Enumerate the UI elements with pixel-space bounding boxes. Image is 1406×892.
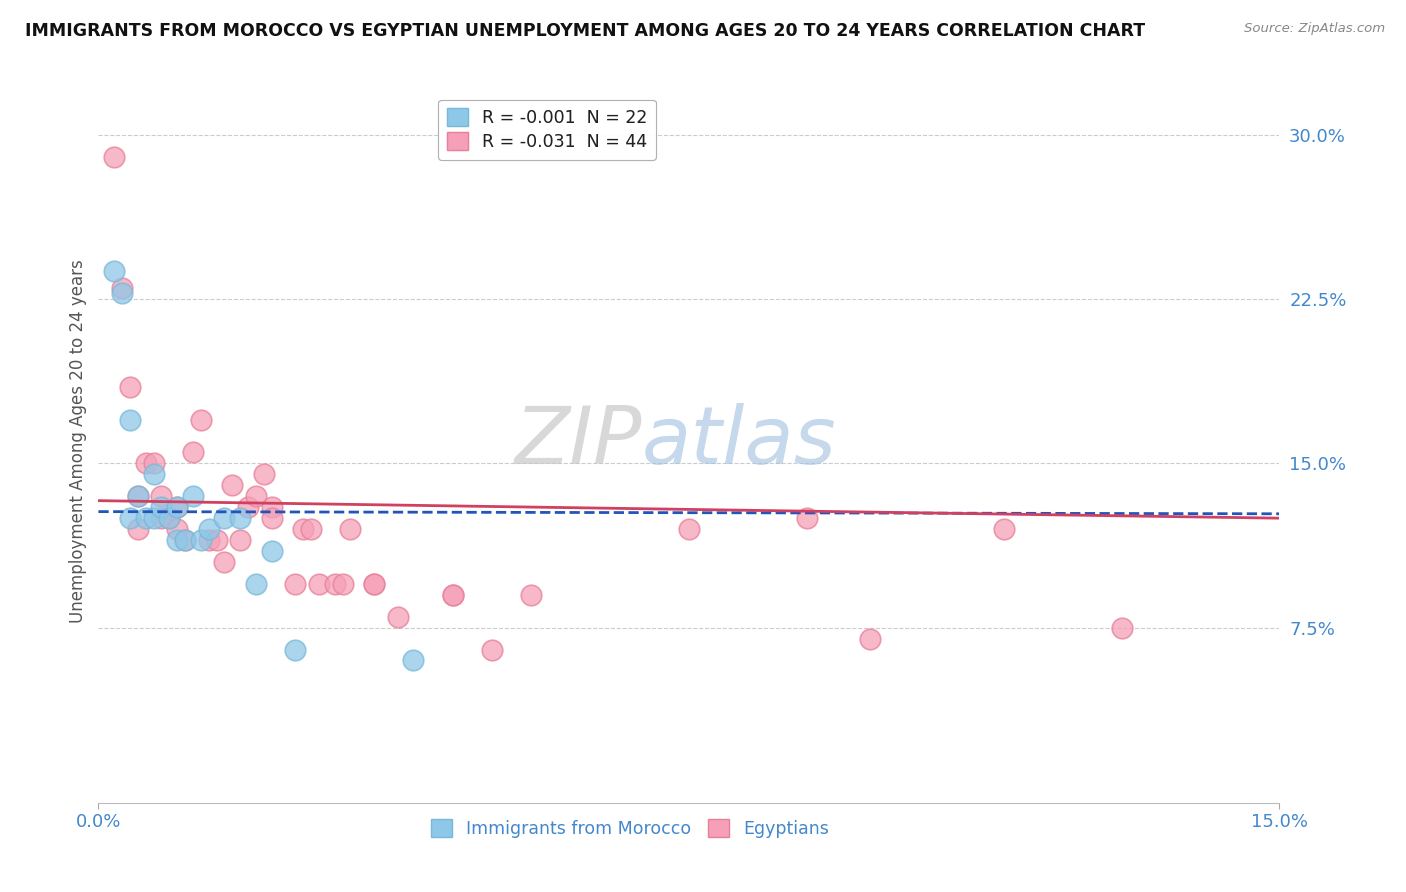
Point bbox=[205, 533, 228, 547]
Point bbox=[481, 642, 503, 657]
Point bbox=[166, 500, 188, 515]
Point bbox=[197, 522, 219, 536]
Point bbox=[127, 489, 149, 503]
Point bbox=[245, 489, 267, 503]
Point bbox=[190, 412, 212, 426]
Point bbox=[339, 522, 361, 536]
Point bbox=[181, 445, 204, 459]
Point bbox=[135, 457, 157, 471]
Point bbox=[441, 588, 464, 602]
Point bbox=[157, 511, 180, 525]
Point bbox=[214, 511, 236, 525]
Point bbox=[135, 511, 157, 525]
Point bbox=[150, 489, 173, 503]
Point bbox=[157, 511, 180, 525]
Point bbox=[111, 281, 134, 295]
Point bbox=[127, 522, 149, 536]
Point bbox=[1111, 621, 1133, 635]
Point bbox=[111, 285, 134, 300]
Point bbox=[260, 500, 283, 515]
Text: atlas: atlas bbox=[641, 402, 837, 481]
Point bbox=[323, 577, 346, 591]
Point bbox=[166, 522, 188, 536]
Point bbox=[103, 264, 125, 278]
Point bbox=[678, 522, 700, 536]
Point bbox=[229, 533, 252, 547]
Point bbox=[142, 467, 165, 482]
Point bbox=[142, 511, 165, 525]
Point bbox=[402, 653, 425, 667]
Point bbox=[214, 555, 236, 569]
Point bbox=[253, 467, 276, 482]
Point bbox=[796, 511, 818, 525]
Text: IMMIGRANTS FROM MOROCCO VS EGYPTIAN UNEMPLOYMENT AMONG AGES 20 TO 24 YEARS CORRE: IMMIGRANTS FROM MOROCCO VS EGYPTIAN UNEM… bbox=[25, 22, 1146, 40]
Point bbox=[190, 533, 212, 547]
Text: Source: ZipAtlas.com: Source: ZipAtlas.com bbox=[1244, 22, 1385, 36]
Text: ZIP: ZIP bbox=[515, 402, 641, 481]
Legend: Immigrants from Morocco, Egyptians: Immigrants from Morocco, Egyptians bbox=[425, 812, 835, 845]
Point bbox=[197, 533, 219, 547]
Point bbox=[118, 380, 141, 394]
Point bbox=[229, 511, 252, 525]
Point bbox=[150, 511, 173, 525]
Point bbox=[441, 588, 464, 602]
Point bbox=[292, 522, 315, 536]
Point bbox=[236, 500, 259, 515]
Point bbox=[993, 522, 1015, 536]
Point bbox=[118, 511, 141, 525]
Point bbox=[284, 577, 307, 591]
Point bbox=[103, 150, 125, 164]
Point bbox=[127, 489, 149, 503]
Point bbox=[221, 478, 243, 492]
Point bbox=[142, 457, 165, 471]
Point bbox=[174, 533, 197, 547]
Point bbox=[245, 577, 267, 591]
Point bbox=[363, 577, 385, 591]
Point bbox=[118, 412, 141, 426]
Point bbox=[859, 632, 882, 646]
Point bbox=[387, 609, 409, 624]
Point bbox=[363, 577, 385, 591]
Point bbox=[150, 500, 173, 515]
Point bbox=[181, 489, 204, 503]
Point bbox=[260, 544, 283, 558]
Point bbox=[166, 500, 188, 515]
Point bbox=[166, 533, 188, 547]
Point bbox=[520, 588, 543, 602]
Y-axis label: Unemployment Among Ages 20 to 24 years: Unemployment Among Ages 20 to 24 years bbox=[69, 260, 87, 624]
Point bbox=[332, 577, 354, 591]
Point bbox=[284, 642, 307, 657]
Point bbox=[299, 522, 322, 536]
Point bbox=[308, 577, 330, 591]
Point bbox=[174, 533, 197, 547]
Point bbox=[260, 511, 283, 525]
